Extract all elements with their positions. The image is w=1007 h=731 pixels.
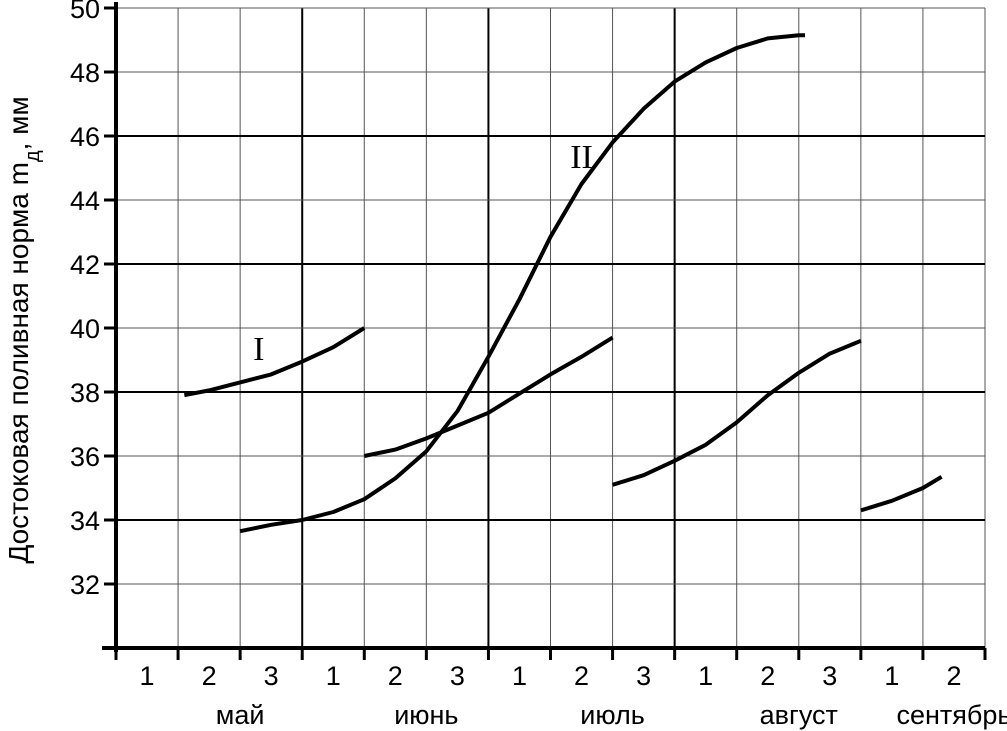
x-decade-label: 3 (822, 661, 837, 691)
x-decade-label: 3 (450, 661, 465, 691)
x-decade-label: 1 (140, 661, 155, 691)
x-month-label: май (216, 700, 265, 730)
y-tick-label: 48 (70, 58, 100, 88)
series-line (363, 335, 614, 458)
x-month-label: сентябрь (896, 700, 1007, 730)
curve-annotation: II (570, 139, 593, 176)
y-tick-labels: 32 34 36 38 40 42 44 46 48 50 (70, 0, 100, 600)
x-month-label: август (760, 700, 838, 730)
x-decade-labels: 1 2 3 1 2 3 1 2 3 1 2 3 1 2 (140, 661, 962, 691)
y-tick-label: 34 (70, 506, 100, 536)
annotations: III (253, 139, 593, 368)
x-decade-label: 2 (388, 661, 403, 691)
x-month-label: июнь (394, 700, 458, 730)
y-tick-label: 40 (70, 314, 100, 344)
x-decade-label: 1 (884, 661, 899, 691)
axes (102, 2, 987, 660)
x-month-labels: май июнь июль август сентябрь (216, 700, 1007, 730)
y-tick-label: 46 (70, 122, 100, 152)
series-line (183, 326, 366, 398)
x-decade-label: 3 (636, 661, 651, 691)
x-decade-label: 1 (326, 661, 341, 691)
series-line (860, 475, 943, 513)
grid (116, 7, 986, 648)
x-decade-label: 2 (202, 661, 217, 691)
y-tick-label: 50 (70, 0, 100, 24)
x-decade-label: 2 (574, 661, 589, 691)
series-lines (183, 33, 943, 534)
x-decade-label: 1 (512, 661, 527, 691)
y-tick-label: 38 (70, 378, 100, 408)
y-tick-label: 32 (70, 570, 100, 600)
x-month-label: июль (580, 700, 645, 730)
curve-annotation: I (253, 331, 264, 368)
y-axis-label: Достоковая поливная норма mд, мм (3, 96, 44, 563)
y-tick-label: 42 (70, 250, 100, 280)
y-tick-label: 36 (70, 442, 100, 472)
series-line (612, 338, 862, 487)
x-decade-label: 1 (698, 661, 713, 691)
series-line (239, 33, 805, 534)
y-tick-label: 44 (70, 186, 100, 216)
x-decade-label: 2 (946, 661, 961, 691)
x-decade-label: 2 (760, 661, 775, 691)
x-decade-label: 3 (264, 661, 279, 691)
